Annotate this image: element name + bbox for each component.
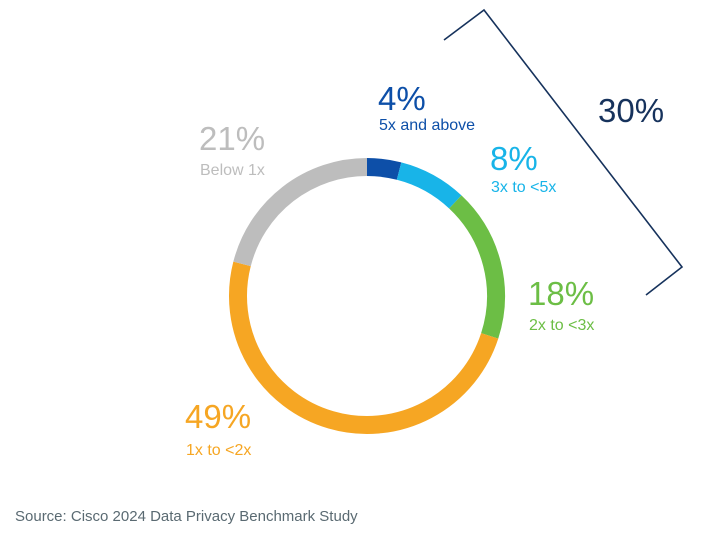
donut-chart: 4%5x and above 8% 3x to <5x 18% 2x to <3x 49%… bbox=[185, 8, 684, 459]
donut-slice-5x-and-above bbox=[366, 158, 402, 180]
slice-category-label-2x-to-3x: 2x to <3x bbox=[529, 317, 594, 334]
donut-slice-2x-to-3x bbox=[449, 195, 505, 339]
slice-category-label-below-1x: Below 1x bbox=[200, 162, 265, 179]
bracket-total-label: 30% bbox=[598, 92, 664, 129]
slice-value-label-below-1x: 21% bbox=[199, 120, 265, 157]
donut-slice-1x-to-2x bbox=[229, 261, 499, 434]
donut-slice-3x-to-5x bbox=[396, 162, 462, 209]
slice-value-label-1x-to-2x: 49% bbox=[185, 398, 251, 435]
slice-value-label-3x-to-5x: 8% bbox=[490, 140, 538, 177]
slice-category-label-1x-to-2x: 1x to <2x bbox=[186, 442, 251, 459]
slice-category-label-3x-to-5x: 3x to <5x bbox=[491, 179, 556, 196]
source-note: Source: Cisco 2024 Data Privacy Benchmar… bbox=[15, 508, 358, 525]
slice-category-label-5x-and-above: 5x and above bbox=[379, 117, 475, 134]
donut-slice-below-1x bbox=[233, 158, 368, 267]
group-bracket bbox=[443, 8, 684, 296]
slice-value-label-5x-and-above: 4% bbox=[378, 80, 426, 117]
slice-value-label-2x-to-3x: 18% bbox=[528, 275, 594, 312]
